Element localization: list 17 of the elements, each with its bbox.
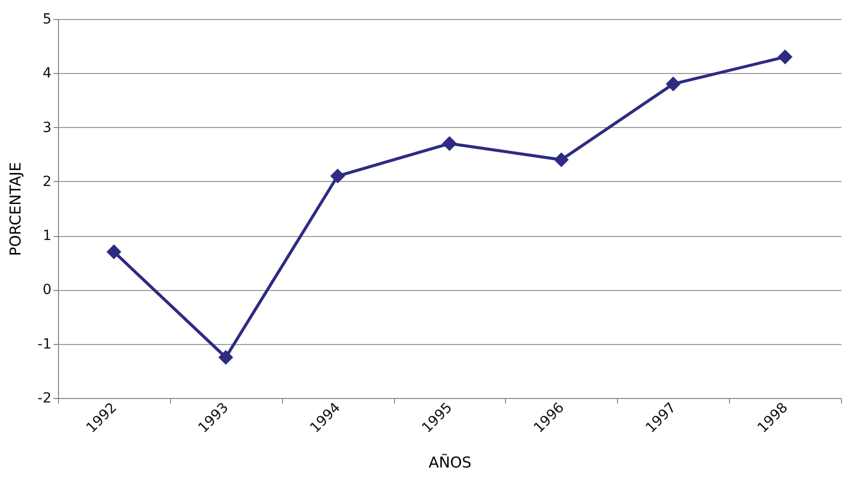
y-tick-label: 5 <box>42 12 52 28</box>
y-tick-label: 4 <box>42 66 52 82</box>
x-axis-title: AÑOS <box>428 454 472 472</box>
point <box>442 136 457 151</box>
y-tick-label: 1 <box>42 228 52 244</box>
point <box>330 168 346 184</box>
point <box>218 350 234 365</box>
point <box>554 152 569 168</box>
y-tick-label: 0 <box>42 282 52 298</box>
y-axis-title: PORCENTAJE <box>6 162 25 256</box>
point <box>778 49 792 64</box>
point <box>106 244 122 260</box>
y-tick-label: -1 <box>38 336 52 352</box>
y-tick-label: 3 <box>42 120 52 136</box>
y-tick-label: 2 <box>42 174 52 190</box>
point <box>666 76 681 92</box>
y-tick-label: -2 <box>38 390 52 406</box>
